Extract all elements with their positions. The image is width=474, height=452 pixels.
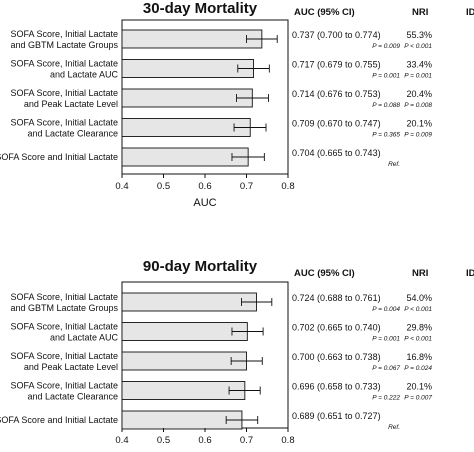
bar bbox=[121, 118, 251, 137]
category-label: and GBTM Lactate Groups bbox=[10, 40, 118, 50]
auc-value: 0.689 (0.651 to 0.727) bbox=[292, 411, 381, 421]
x-tick-label: 0.8 bbox=[281, 435, 294, 446]
nri-value: 55.3% bbox=[406, 30, 432, 40]
category-label: and Lactate Clearance bbox=[27, 392, 118, 402]
category-label: SOFA Score, Initial Lactate bbox=[10, 118, 118, 128]
bar bbox=[121, 322, 248, 341]
column-header-nri: NRI bbox=[412, 268, 428, 279]
category-label: SOFA Score, Initial Lactate bbox=[10, 292, 118, 302]
category-label: and Peak Lactate Level bbox=[24, 99, 118, 109]
bar bbox=[121, 292, 257, 312]
auc-p-value: P = 0.001 bbox=[372, 73, 400, 80]
category-label: SOFA Score, Initial Lactate bbox=[10, 381, 118, 391]
nri-p-value: P < 0.001 bbox=[404, 306, 432, 313]
x-tick-label: 0.4 bbox=[115, 435, 128, 446]
auc-value: 0.700 (0.663 to 0.738) bbox=[292, 352, 381, 362]
nri-value: 29.8% bbox=[406, 323, 432, 333]
nri-p-value: P < 0.001 bbox=[404, 43, 432, 50]
bar bbox=[121, 88, 253, 108]
nri-p-value: P = 0.007 bbox=[404, 395, 432, 402]
auc-p-value: P = 0.004 bbox=[372, 306, 400, 313]
nri-value: 20.1% bbox=[406, 382, 432, 392]
bar bbox=[121, 381, 246, 400]
x-tick-label: 0.4 bbox=[115, 181, 128, 192]
auc-value: 0.714 (0.676 to 0.753) bbox=[292, 89, 381, 99]
auc-p-value: P = 0.009 bbox=[372, 43, 400, 50]
column-header-idi: IDI bbox=[466, 7, 474, 18]
x-tick-label: 0.5 bbox=[157, 435, 170, 446]
category-label: SOFA Score and Initial Lactate bbox=[0, 152, 118, 162]
bar bbox=[121, 351, 247, 371]
column-header-nri: NRI bbox=[412, 7, 428, 18]
x-tick-label: 0.7 bbox=[240, 435, 253, 446]
category-label: SOFA Score and Initial Lactate bbox=[0, 415, 118, 425]
chart-title: 90-day Mortality bbox=[143, 258, 258, 275]
auc-p-value: P = 0.001 bbox=[372, 336, 400, 343]
auc-p-value: P = 0.222 bbox=[372, 395, 400, 402]
category-label: SOFA Score, Initial Lactate bbox=[10, 59, 118, 69]
category-label: SOFA Score, Initial Lactate bbox=[10, 29, 118, 39]
category-label: and Lactate Clearance bbox=[27, 129, 118, 139]
category-label: SOFA Score, Initial Lactate bbox=[10, 88, 118, 98]
nri-value: 20.4% bbox=[406, 89, 432, 99]
nri-value: 54.0% bbox=[406, 293, 432, 303]
auc-value: 0.696 (0.658 to 0.733) bbox=[292, 382, 381, 392]
auc-value: 0.704 (0.665 to 0.743) bbox=[292, 148, 381, 158]
category-label: SOFA Score, Initial Lactate bbox=[10, 351, 118, 361]
bar bbox=[121, 410, 243, 430]
nri-p-value: P = 0.009 bbox=[404, 132, 432, 139]
nri-p-value: P = 0.001 bbox=[404, 73, 432, 80]
category-label: and Lactate AUC bbox=[50, 70, 119, 80]
category-label: SOFA Score, Initial Lactate bbox=[10, 322, 118, 332]
x-tick-label: 0.7 bbox=[240, 181, 253, 192]
nri-p-value: P < 0.001 bbox=[404, 336, 432, 343]
x-tick-label: 0.5 bbox=[157, 181, 170, 192]
category-label: and Peak Lactate Level bbox=[24, 362, 118, 372]
auc-value: 0.724 (0.688 to 0.761) bbox=[292, 293, 381, 303]
nri-value: 16.8% bbox=[406, 352, 432, 362]
auc-p-value: P = 0.365 bbox=[372, 132, 400, 139]
nri-p-value: P = 0.008 bbox=[404, 102, 432, 109]
bar bbox=[121, 29, 263, 49]
auc-value: 0.709 (0.670 to 0.747) bbox=[292, 119, 381, 129]
auc-p-value: Ref. bbox=[388, 161, 400, 168]
column-header-idi: IDI bbox=[466, 268, 474, 279]
nri-value: 33.4% bbox=[406, 60, 432, 70]
category-label: and GBTM Lactate Groups bbox=[10, 303, 118, 313]
column-header-auc: AUC (95% CI) bbox=[294, 7, 355, 18]
chart-title: 30-day Mortality bbox=[143, 0, 258, 17]
nri-value: 20.1% bbox=[406, 119, 432, 129]
bar bbox=[121, 59, 255, 78]
auc-value: 0.702 (0.665 to 0.740) bbox=[292, 323, 381, 333]
x-tick-label: 0.8 bbox=[281, 181, 294, 192]
column-header-auc: AUC (95% CI) bbox=[294, 268, 355, 279]
category-label: and Lactate AUC bbox=[50, 333, 119, 343]
auc-p-value: P = 0.088 bbox=[372, 102, 400, 109]
nri-p-value: P = 0.024 bbox=[404, 365, 432, 372]
bar bbox=[121, 147, 249, 167]
x-tick-label: 0.6 bbox=[198, 435, 211, 446]
auc-value: 0.717 (0.679 to 0.755) bbox=[292, 60, 381, 70]
auc-p-value: Ref. bbox=[388, 424, 400, 431]
x-tick-label: 0.6 bbox=[198, 181, 211, 192]
x-axis-label: AUC bbox=[193, 197, 216, 209]
auc-p-value: P = 0.067 bbox=[372, 365, 400, 372]
auc-value: 0.737 (0.700 to 0.774) bbox=[292, 30, 381, 40]
